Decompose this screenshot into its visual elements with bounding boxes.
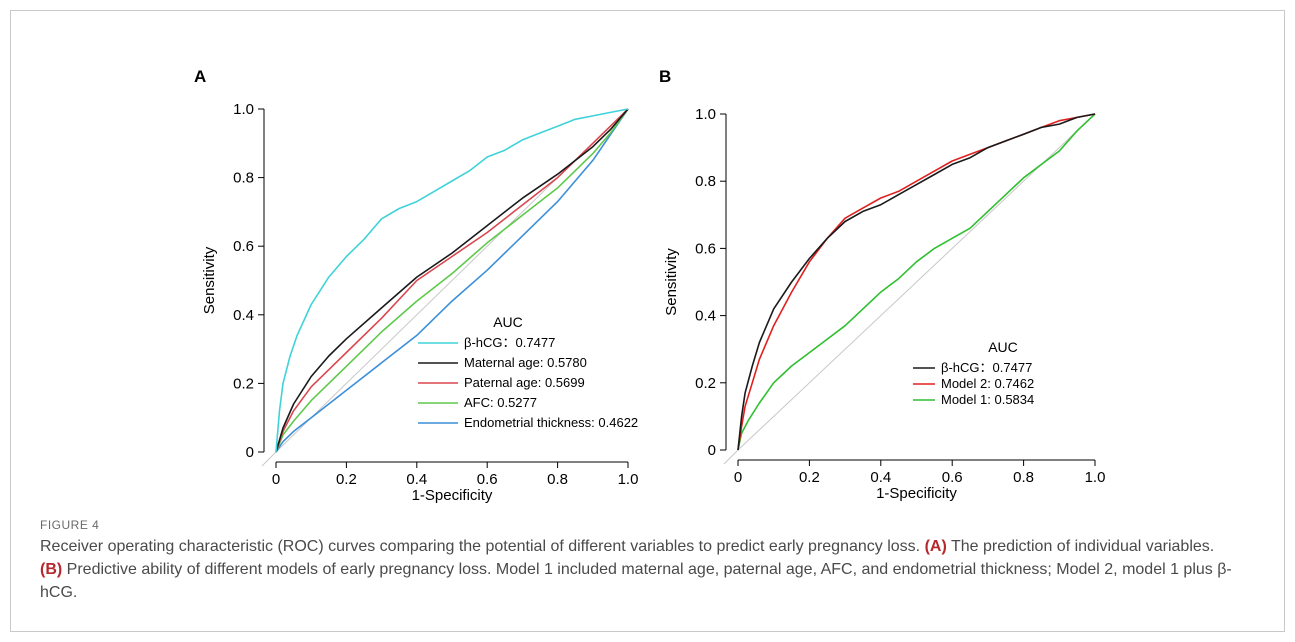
y-tick-label: 0.6 xyxy=(695,240,716,257)
y-tick-label: 0.4 xyxy=(695,308,716,325)
x-tick-label: 1.0 xyxy=(618,471,639,488)
legend-label: AFC: 0.5277 xyxy=(464,395,537,410)
x-axis: 0 0.2 0.4 0.6 0.8 1.0 xyxy=(734,459,1106,486)
y-tick-label: 0 xyxy=(246,444,254,461)
x-tick-label: 0.8 xyxy=(1013,469,1034,486)
x-tick-label: 0.4 xyxy=(870,469,891,486)
legend-label: β-hCG：0.7477 xyxy=(941,360,1032,375)
roc-curve xyxy=(275,108,629,453)
y-axis-label: Sensitivity xyxy=(663,248,680,316)
caption-text-a: The prediction of individual variables. xyxy=(950,538,1215,555)
legend: AUC β-hCG：0.7477 Maternal age: 0.5780 Pater… xyxy=(418,314,638,430)
roc-curve xyxy=(737,113,1096,451)
figure-frame xyxy=(10,10,1285,632)
y-axis: 0 0.2 0.4 0.6 0.8 1.0 xyxy=(695,106,727,459)
legend-title: AUC xyxy=(493,314,523,330)
y-tick-label: 0.8 xyxy=(695,173,716,190)
legend-label: Model 2: 0.7462 xyxy=(941,376,1034,391)
roc-curve xyxy=(275,108,629,453)
roc-curve xyxy=(275,108,629,453)
caption-intro: Receiver operating characteristic (ROC) … xyxy=(40,538,921,555)
panel-label: A xyxy=(194,67,206,86)
x-axis-label: 1-Specificity xyxy=(876,485,957,502)
caption-tag-a: (A) xyxy=(924,538,947,555)
diagonal-line-extension xyxy=(261,451,277,467)
y-axis: 0 0.2 0.4 0.6 0.8 1.0 xyxy=(233,101,265,461)
legend-label: Model 1: 0.5834 xyxy=(941,392,1034,407)
x-tick-label: 0 xyxy=(272,471,280,488)
y-tick-label: 0.2 xyxy=(695,375,716,392)
x-tick-label: 1.0 xyxy=(1085,469,1106,486)
y-axis-label: Sensitivity xyxy=(201,246,218,314)
legend-label: β-hCG：0.7477 xyxy=(464,335,555,350)
diagonal-line-extension xyxy=(723,449,739,465)
y-tick-label: 0.8 xyxy=(233,170,254,187)
roc-curve xyxy=(737,113,1096,451)
x-tick-label: 0.4 xyxy=(406,471,427,488)
legend-label: Maternal age: 0.5780 xyxy=(464,355,587,370)
y-tick-label: 0.6 xyxy=(233,238,254,255)
x-tick-label: 0.8 xyxy=(547,471,568,488)
x-tick-label: 0.2 xyxy=(799,469,820,486)
y-tick-label: 1.0 xyxy=(233,101,254,118)
reference-line xyxy=(723,113,1096,465)
x-axis-label: 1-Specificity xyxy=(412,487,493,504)
x-tick-label: 0 xyxy=(734,469,742,486)
diagonal-line xyxy=(737,113,1096,451)
y-tick-label: 0.4 xyxy=(233,307,254,324)
roc-curve xyxy=(275,108,629,453)
roc-chart-b: B 0 0.2 0.4 0.6 0.8 1.0 0 0.2 0.4 0.6 0.8 1.0 1-Sp… xyxy=(659,67,1105,502)
figure-label: FIGURE 4 xyxy=(40,518,100,532)
roc-chart-a: A 0 0.2 0.4 0.6 0.8 1.0 0 0.2 0.4 0.6 0.8 1.0 1-Sp… xyxy=(194,67,638,504)
x-axis: 0 0.2 0.4 0.6 0.8 1.0 xyxy=(272,461,639,488)
legend-label: Paternal age: 0.5699 xyxy=(464,375,585,390)
panel-label: B xyxy=(659,67,671,86)
y-tick-label: 1.0 xyxy=(695,106,716,123)
x-tick-label: 0.6 xyxy=(942,469,963,486)
x-tick-label: 0.2 xyxy=(336,471,357,488)
x-tick-label: 0.6 xyxy=(477,471,498,488)
figure-caption: Receiver operating characteristic (ROC) … xyxy=(40,535,1240,604)
curves xyxy=(737,113,1096,451)
roc-curve xyxy=(275,108,629,453)
caption-text-b: Predictive ability of different models o… xyxy=(40,561,1232,601)
legend-title: AUC xyxy=(988,339,1018,355)
caption-tag-b: (B) xyxy=(40,561,63,578)
y-tick-label: 0 xyxy=(708,442,716,459)
y-tick-label: 0.2 xyxy=(233,375,254,392)
curves xyxy=(275,108,629,453)
legend-label: Endometrial thickness: 0.4622 xyxy=(464,415,638,430)
